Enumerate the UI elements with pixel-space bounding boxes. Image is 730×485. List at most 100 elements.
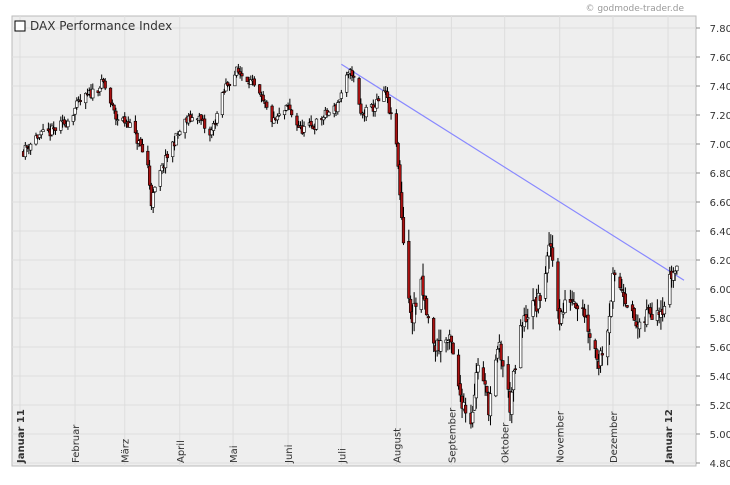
candle-body: [611, 272, 615, 302]
candle-body: [25, 145, 29, 148]
candle-body: [424, 298, 429, 316]
candle-body: [265, 101, 269, 108]
candle-body: [668, 274, 672, 305]
x-tick-label: November: [556, 410, 567, 463]
grid-layer: [12, 16, 696, 466]
candle-body: [510, 391, 514, 415]
candle-body: [178, 131, 182, 135]
candle-body: [671, 272, 675, 281]
candle-body: [261, 94, 265, 101]
candle-body: [474, 372, 478, 399]
candle-body: [110, 102, 114, 105]
candle-body: [140, 144, 145, 153]
candle-body: [213, 123, 217, 125]
candle-body: [595, 349, 599, 360]
candle-body: [623, 293, 628, 305]
candle-body: [499, 343, 503, 361]
candle-body: [337, 99, 342, 102]
y-tick-label: 5.600: [710, 343, 730, 354]
candle-body: [632, 308, 636, 321]
candle-body: [345, 74, 349, 93]
candle-body: [598, 350, 603, 367]
candle-body: [153, 186, 157, 193]
candle-body: [593, 340, 597, 349]
candle-body: [421, 275, 425, 296]
candle-body: [158, 170, 162, 187]
candle-body: [407, 240, 411, 299]
candle-body: [394, 113, 398, 145]
candle-body: [551, 247, 555, 261]
y-axis-ticks: 7.800 7.600 7.400 7.200 7.000 6.800 6.600 6.400…: [696, 24, 730, 470]
candle-body: [165, 153, 169, 159]
candle-body: [220, 92, 224, 115]
candle-body: [203, 118, 207, 129]
candle-body: [215, 113, 219, 124]
candle-body: [506, 364, 510, 390]
candle-body: [526, 317, 530, 320]
candle-body: [426, 316, 430, 319]
candle-body: [227, 83, 232, 86]
candle-body: [545, 255, 549, 274]
candle-body: [471, 411, 475, 424]
candle-body: [481, 367, 485, 382]
candle-body: [483, 380, 487, 385]
y-tick-label: 6.000: [710, 285, 730, 296]
y-tick-label: 7.800: [710, 24, 730, 35]
candle-body: [396, 143, 400, 167]
candle-body: [53, 127, 58, 131]
candle-body: [543, 273, 548, 299]
x-tick-label: Mai: [229, 445, 240, 463]
candle-body: [78, 100, 82, 102]
candle-body: [556, 261, 560, 312]
candle-body: [357, 78, 361, 105]
candle-body: [350, 69, 354, 76]
x-tick-label: Oktober: [501, 422, 512, 463]
candle-body: [295, 115, 299, 126]
candle-body: [252, 78, 256, 86]
candle-body: [336, 102, 340, 113]
candle-body: [432, 318, 436, 344]
candle-body: [607, 315, 612, 334]
candle-body: [531, 300, 535, 317]
candle-body: [233, 74, 237, 87]
candle-body: [39, 130, 43, 136]
candle-body: [373, 106, 377, 112]
x-tick-label: Juni: [284, 445, 295, 464]
candle-body: [73, 107, 77, 115]
candle-body: [581, 307, 585, 310]
candle-body: [146, 150, 150, 166]
candle-body: [586, 314, 590, 332]
candle-body: [290, 109, 294, 116]
candle-body: [116, 119, 120, 121]
candle-body: [71, 115, 75, 122]
candle-body: [458, 383, 462, 396]
candle-body: [549, 243, 553, 247]
plot-background: [11, 15, 697, 467]
candles-layer: [21, 63, 679, 429]
candle-body: [327, 111, 331, 116]
candle-body: [123, 116, 127, 124]
x-axis-ticks: Januar 11 Februar März April Mai Juni Juli Augu…: [16, 407, 675, 464]
candle-body: [245, 76, 249, 82]
candle-body: [339, 92, 343, 99]
x-tick-label: Januar 11: [16, 409, 27, 464]
candle-body: [148, 165, 152, 186]
candle-body: [451, 342, 455, 355]
candle-body: [588, 333, 592, 338]
candle-body: [75, 100, 79, 108]
candle-body: [408, 298, 413, 313]
watermark: © godmode-trader.de: [585, 4, 684, 14]
chart-title: DAX Performance Index: [30, 19, 172, 33]
candle-body: [112, 104, 116, 111]
candle-body: [538, 295, 542, 301]
x-tick-label: März: [121, 439, 132, 463]
candle-body: [359, 103, 363, 114]
candle-body: [133, 120, 138, 134]
candle-body: [258, 84, 262, 94]
candle-body: [446, 340, 450, 343]
x-tick-label: Februar: [71, 424, 82, 463]
y-tick-label: 7.000: [710, 140, 730, 151]
candle-body: [414, 302, 418, 307]
candle-body: [495, 348, 500, 359]
